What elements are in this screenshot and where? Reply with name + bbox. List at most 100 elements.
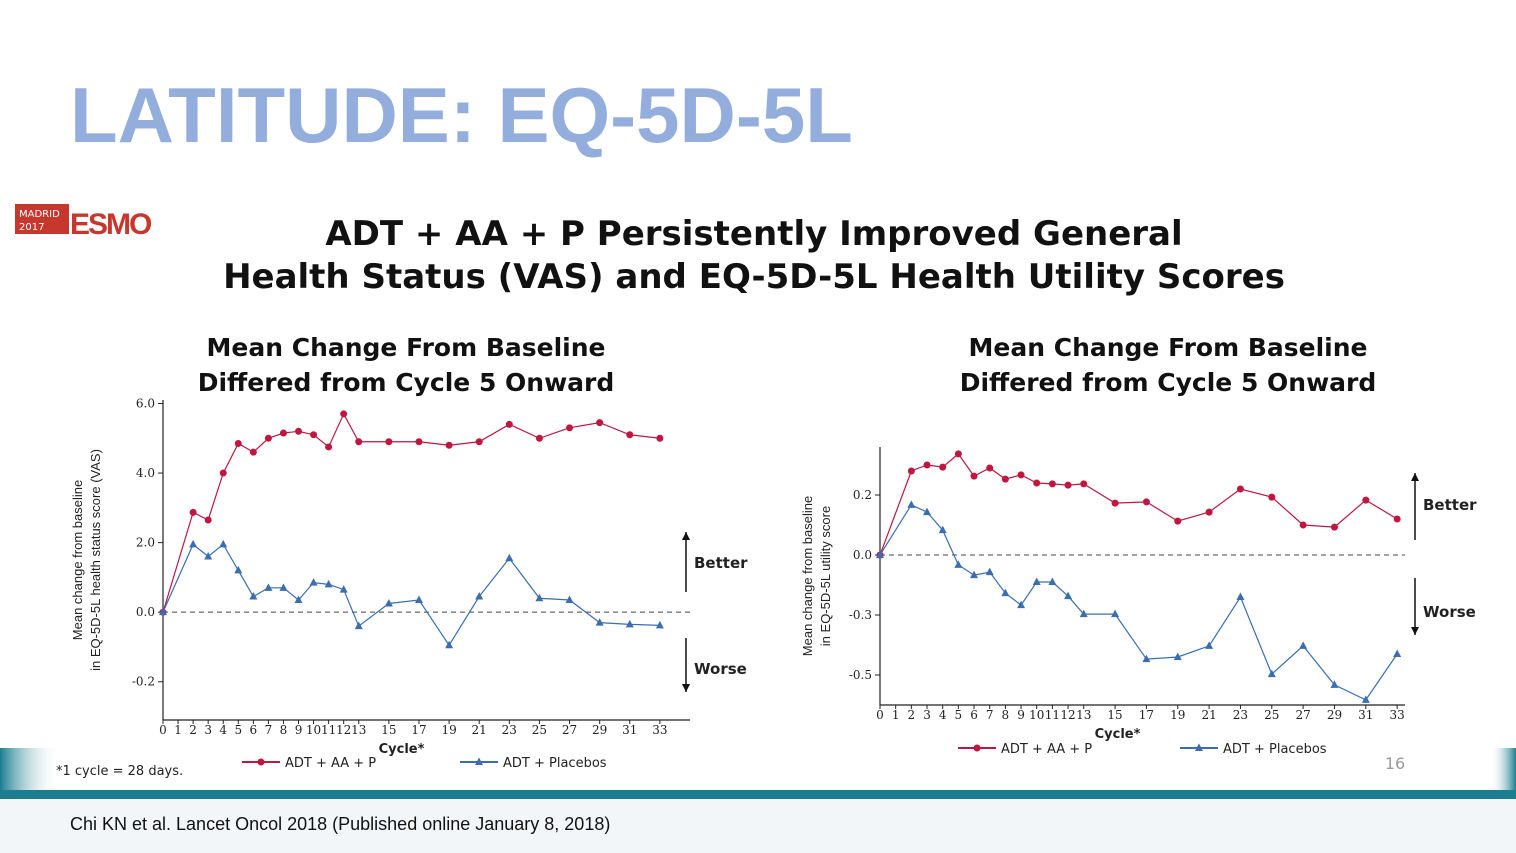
- point: [234, 565, 243, 574]
- x-tick-label: 1: [174, 723, 182, 737]
- x-tick-label: 21: [1201, 708, 1216, 722]
- point: [655, 620, 664, 629]
- point: [219, 539, 228, 548]
- point: [1142, 654, 1151, 663]
- x-tick-label: 6: [250, 723, 258, 737]
- y-tick-label: -0.2: [132, 675, 155, 689]
- logo-text: MADRID: [19, 209, 60, 220]
- point: [1299, 521, 1307, 529]
- point: [954, 560, 963, 568]
- x-tick-label: 25: [532, 723, 547, 737]
- footer-bg: [0, 799, 1516, 853]
- point: [1142, 498, 1150, 506]
- x-tick-label: 3: [923, 708, 931, 722]
- y-axis-label: Mean change from baseline: [800, 496, 815, 656]
- x-tick-label: 12: [1060, 708, 1075, 722]
- x-tick-label: 10: [1029, 708, 1044, 722]
- point: [1173, 652, 1182, 660]
- chart-title: Differed from Cycle 5 Onward: [960, 368, 1377, 397]
- point: [279, 429, 287, 437]
- x-tick-label: 0: [876, 708, 884, 722]
- x-tick-label: 10: [306, 723, 321, 737]
- point: [939, 463, 947, 471]
- x-tick-label: 21: [472, 723, 487, 737]
- band: [0, 790, 1516, 799]
- x-tick-label: 15: [381, 723, 396, 737]
- citation: Chi KN et al. Lancet Oncol 2018 (Publish…: [70, 814, 610, 834]
- x-tick-label: 1: [892, 708, 900, 722]
- point: [189, 508, 197, 516]
- y-axis-label: in EQ-5D-5L health status score (VAS): [88, 449, 103, 671]
- point: [264, 583, 273, 591]
- point: [249, 448, 257, 456]
- point: [355, 438, 363, 446]
- x-tick-label: 4: [219, 723, 227, 737]
- legend-label: ADT + AA + P: [1001, 742, 1092, 757]
- point: [1033, 479, 1041, 487]
- point: [970, 570, 979, 579]
- x-tick-label: 6: [970, 708, 978, 722]
- logo-box: [15, 204, 69, 234]
- x-tick-label: 23: [502, 723, 517, 737]
- arrow-head: [682, 532, 690, 540]
- point: [1236, 485, 1244, 493]
- y-tick-label: -0.5: [849, 668, 872, 682]
- point: [475, 757, 483, 765]
- point: [970, 472, 978, 480]
- series-line: [162, 543, 660, 647]
- point: [445, 441, 453, 449]
- x-tick-label: 11: [1045, 708, 1060, 722]
- x-tick-label: 15: [1107, 708, 1122, 722]
- x-tick-label: 29: [592, 723, 607, 737]
- footnote: *1 cycle = 28 days.: [56, 764, 183, 779]
- y-tick-label: 0.2: [853, 488, 872, 502]
- point: [1268, 493, 1276, 501]
- point: [294, 595, 303, 603]
- x-tick-label: 31: [622, 723, 637, 737]
- x-tick-label: 9: [1017, 708, 1025, 722]
- point: [1174, 517, 1182, 525]
- x-tick-label: 31: [1358, 708, 1373, 722]
- point: [475, 438, 483, 446]
- point: [954, 450, 962, 458]
- point: [535, 434, 543, 442]
- x-tick-label: 27: [1295, 708, 1310, 722]
- logo-text: 2017: [19, 222, 44, 233]
- x-tick-label: 27: [562, 723, 577, 737]
- point: [923, 507, 932, 516]
- point: [264, 434, 272, 442]
- point: [279, 583, 288, 591]
- legend-label: ADT + Placebos: [1223, 742, 1327, 757]
- x-tick-label: 7: [986, 708, 994, 722]
- x-tick-label: 13: [351, 723, 366, 737]
- chart-title: Mean Change From Baseline: [969, 333, 1368, 362]
- point: [1111, 499, 1119, 507]
- arrow-head: [682, 684, 690, 692]
- slide-title: LATITUDE: EQ-5D-5L: [70, 71, 853, 159]
- point: [159, 607, 167, 616]
- y-axis-label: Mean change from baseline: [70, 480, 85, 640]
- band-right: [1490, 748, 1516, 790]
- point: [985, 567, 994, 576]
- point: [385, 438, 393, 446]
- point: [1048, 480, 1056, 488]
- point: [219, 469, 227, 477]
- y-tick-label: 4.0: [136, 466, 155, 480]
- point: [309, 578, 318, 586]
- x-tick-label: 19: [441, 723, 456, 737]
- x-tick-label: 2: [189, 723, 197, 737]
- point: [625, 619, 634, 628]
- point: [938, 525, 947, 534]
- point: [1330, 680, 1339, 688]
- point: [340, 410, 348, 418]
- point: [249, 592, 258, 600]
- point: [596, 419, 604, 427]
- point: [566, 424, 574, 432]
- point: [1267, 669, 1276, 678]
- point: [1032, 577, 1041, 585]
- point: [189, 539, 198, 548]
- point: [1362, 496, 1370, 504]
- page-number: 16: [1385, 754, 1405, 773]
- point: [354, 621, 363, 630]
